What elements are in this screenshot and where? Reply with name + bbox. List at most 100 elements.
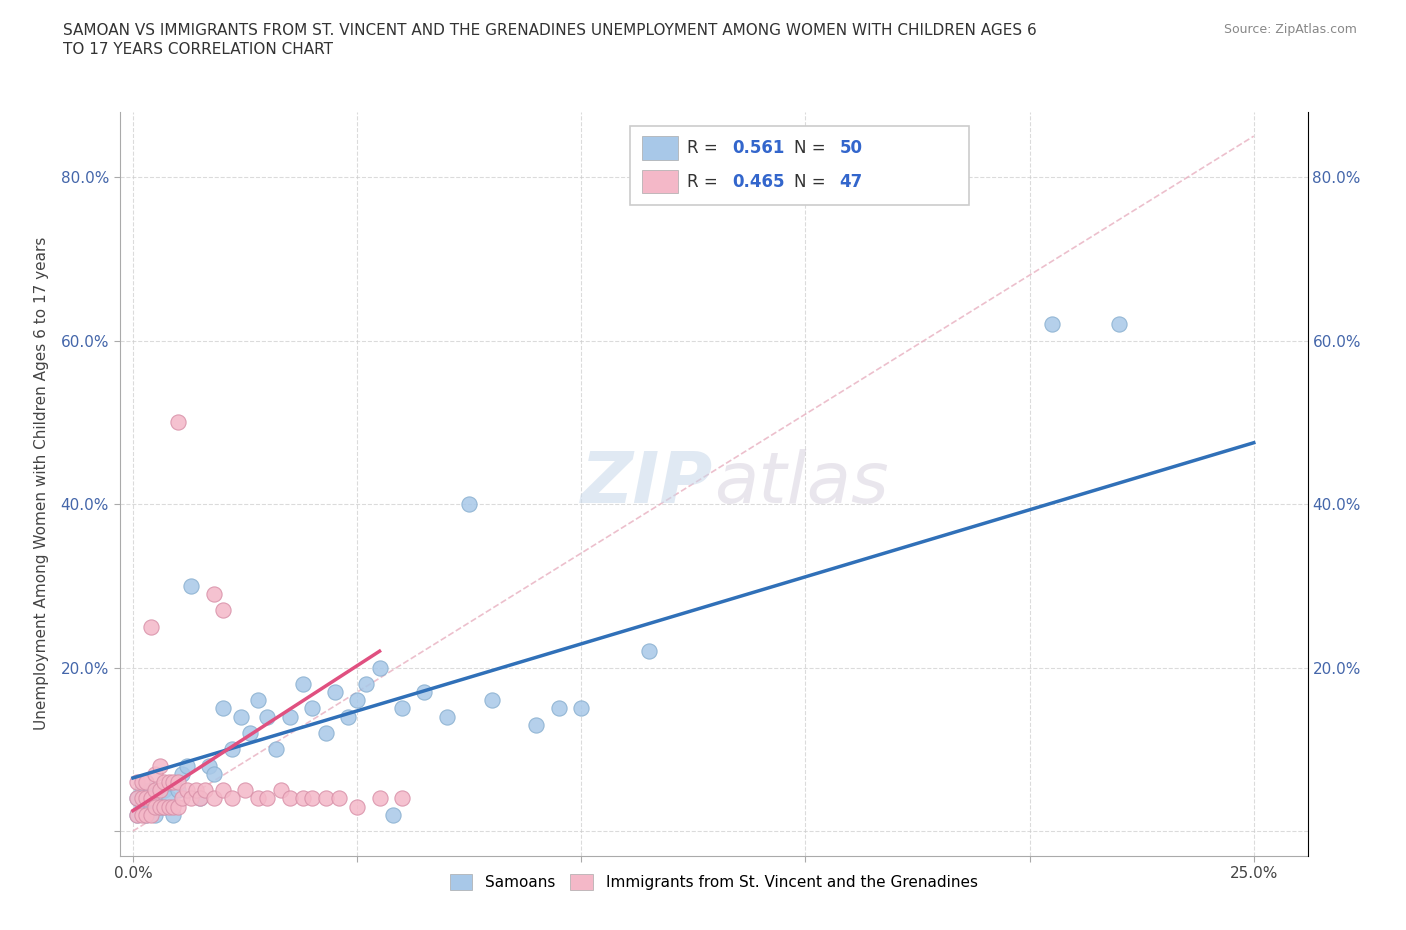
Point [202,790,225,805]
Point [247,790,270,805]
Point [247,693,270,708]
Y-axis label: Unemployment Among Women with Children Ages 6 to 17 years: Unemployment Among Women with Children A… [35,237,49,730]
Point [436,710,458,724]
Text: TO 17 YEARS CORRELATION CHART: TO 17 YEARS CORRELATION CHART [63,42,333,57]
Point [139,790,162,805]
Point [1108,317,1130,332]
Point [176,758,198,773]
Point [166,799,188,814]
FancyBboxPatch shape [643,169,678,193]
Point [172,790,194,805]
Point [149,783,172,798]
Point [211,603,233,618]
Point [211,701,233,716]
Point [547,701,569,716]
Point [301,701,323,716]
Point [139,783,162,798]
Point [162,807,184,822]
Point [145,783,167,798]
Point [135,790,157,805]
Text: 0.561: 0.561 [733,140,785,157]
Point [127,807,149,822]
Point [188,790,211,805]
Point [153,775,176,790]
Text: 50: 50 [839,140,862,157]
Point [391,790,413,805]
Point [229,710,252,724]
Point [292,676,315,691]
Point [145,790,167,805]
Point [211,783,233,798]
Point [157,799,180,814]
Point [202,587,225,602]
Point [188,790,211,805]
Point [458,497,481,512]
Point [382,807,405,822]
Point [127,790,149,805]
Point [153,783,176,798]
Point [139,799,162,814]
Point [337,710,360,724]
Point [139,807,162,822]
Point [162,799,184,814]
FancyBboxPatch shape [630,126,969,205]
Point [323,684,346,699]
Point [526,717,548,732]
Point [145,766,167,781]
Point [413,684,436,699]
Point [301,790,323,805]
Point [266,742,288,757]
Point [153,799,176,814]
Point [149,799,172,814]
Text: Source: ZipAtlas.com: Source: ZipAtlas.com [1223,23,1357,36]
Point [221,790,243,805]
Point [569,701,592,716]
Legend: Samoans, Immigrants from St. Vincent and the Grenadines: Samoans, Immigrants from St. Vincent and… [443,868,984,897]
Point [180,790,202,805]
Point [127,775,149,790]
Text: atlas: atlas [714,449,889,518]
Point [391,701,413,716]
Point [202,766,225,781]
Point [166,783,188,798]
FancyBboxPatch shape [643,136,678,160]
Point [157,775,180,790]
Point [346,799,368,814]
Point [145,807,167,822]
Point [184,783,207,798]
Point [127,807,149,822]
Text: R =: R = [688,140,724,157]
Point [233,783,256,798]
Point [176,783,198,798]
Point [157,790,180,805]
Text: N =: N = [794,173,831,191]
Point [149,799,172,814]
Point [131,799,153,814]
Point [131,807,153,822]
Text: 47: 47 [839,173,863,191]
Point [135,807,157,822]
Point [145,799,167,814]
Point [135,807,157,822]
Point [153,799,176,814]
Point [637,644,659,658]
Point [278,710,301,724]
Point [368,660,391,675]
Point [270,783,292,798]
Text: ZIP: ZIP [581,449,714,518]
Point [194,783,217,798]
Text: SAMOAN VS IMMIGRANTS FROM ST. VINCENT AND THE GRENADINES UNEMPLOYMENT AMONG WOME: SAMOAN VS IMMIGRANTS FROM ST. VINCENT AN… [63,23,1038,38]
Point [127,790,149,805]
Point [368,790,391,805]
Point [328,790,350,805]
Point [131,775,153,790]
Point [256,790,278,805]
Point [131,790,153,805]
Point [292,790,315,805]
Point [172,766,194,781]
Point [315,725,337,740]
Point [149,758,172,773]
Point [180,578,202,593]
Point [166,775,188,790]
Point [315,790,337,805]
